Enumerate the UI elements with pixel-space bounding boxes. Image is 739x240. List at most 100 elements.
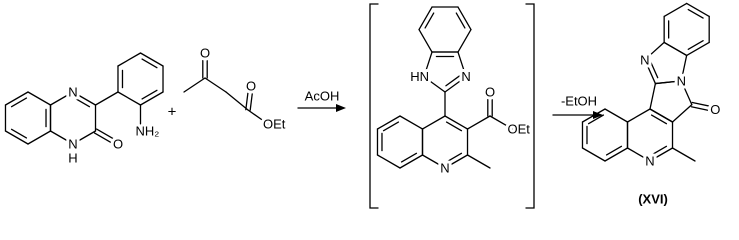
bond <box>457 51 467 78</box>
bond <box>72 130 97 145</box>
bond <box>445 121 463 132</box>
bond <box>691 101 717 109</box>
bond <box>671 103 693 123</box>
bond <box>183 77 206 93</box>
reagent-acoh: AcOH <box>305 89 340 104</box>
bond <box>466 115 491 130</box>
left-bracket <box>369 3 379 209</box>
bond <box>139 91 164 106</box>
atom-label: N <box>645 154 654 169</box>
bond <box>399 115 424 130</box>
arrow-2-head <box>593 111 603 119</box>
bond <box>457 6 472 31</box>
bond <box>680 80 693 106</box>
bond <box>644 59 657 85</box>
bond <box>418 28 433 53</box>
bonds <box>4 2 717 169</box>
bond <box>95 128 120 143</box>
atom-label: OEt <box>263 117 286 132</box>
atom-label: N <box>68 85 77 100</box>
bond <box>10 97 28 108</box>
atom-label: O <box>113 137 123 152</box>
bond <box>139 52 164 67</box>
bond <box>690 106 716 113</box>
bond <box>687 40 704 50</box>
bond <box>93 132 118 147</box>
bond <box>650 114 668 125</box>
bond <box>249 85 254 111</box>
atom-label: O <box>200 46 210 61</box>
bond <box>466 154 491 169</box>
bond <box>686 2 710 18</box>
plus-sign: + <box>168 104 177 121</box>
bond <box>626 147 651 162</box>
bond <box>4 130 29 145</box>
bond <box>94 91 119 106</box>
atom-label: O <box>246 79 256 94</box>
arrow-1-head <box>336 104 346 112</box>
bond <box>649 82 657 110</box>
bond <box>457 28 472 53</box>
bond <box>626 108 651 123</box>
bond <box>400 152 418 163</box>
bond <box>444 154 469 169</box>
bond <box>376 115 401 130</box>
atom-label: N <box>68 137 77 152</box>
bond <box>654 80 682 85</box>
atom-label: OEt <box>508 122 531 137</box>
bond <box>418 6 433 31</box>
atom-label: O <box>710 102 720 117</box>
bond <box>49 91 74 106</box>
atom-label: N <box>677 73 686 88</box>
bond <box>421 115 446 130</box>
bond <box>604 108 629 123</box>
bond <box>605 145 623 156</box>
atom-label: HN <box>410 69 429 84</box>
bond <box>686 41 710 57</box>
bond <box>649 147 674 162</box>
bond <box>247 109 269 125</box>
bond <box>10 128 28 139</box>
bond <box>73 97 91 108</box>
bond <box>445 75 461 87</box>
bond <box>663 2 688 18</box>
bond <box>671 147 696 162</box>
bond <box>49 130 74 145</box>
bond <box>455 12 466 29</box>
bond <box>117 91 142 106</box>
atom-label: N <box>640 52 649 67</box>
bond <box>444 115 469 130</box>
compound-label: (XVI) <box>638 192 668 207</box>
bond <box>650 61 659 79</box>
bond <box>376 154 401 169</box>
bond <box>445 152 463 163</box>
bond <box>72 91 97 106</box>
bond <box>687 8 704 19</box>
bond <box>424 12 435 29</box>
bond <box>650 145 668 156</box>
bond <box>423 51 433 78</box>
bond <box>245 85 250 111</box>
bond <box>382 121 400 132</box>
bond <box>604 147 629 162</box>
bond <box>27 91 52 106</box>
bond <box>141 89 158 100</box>
bond <box>141 58 158 69</box>
atom-label: N <box>461 69 470 84</box>
atom-label: N <box>440 161 449 176</box>
bond <box>663 41 688 57</box>
bond <box>587 114 605 125</box>
bond <box>444 76 467 93</box>
bond <box>423 76 446 93</box>
bond <box>581 147 606 162</box>
bond <box>680 54 688 82</box>
bond <box>204 77 227 93</box>
bond <box>399 154 424 169</box>
atom-label: O <box>485 85 495 100</box>
bond <box>489 115 514 130</box>
right-bracket <box>525 3 535 209</box>
bond <box>225 91 249 111</box>
bond <box>4 91 29 106</box>
